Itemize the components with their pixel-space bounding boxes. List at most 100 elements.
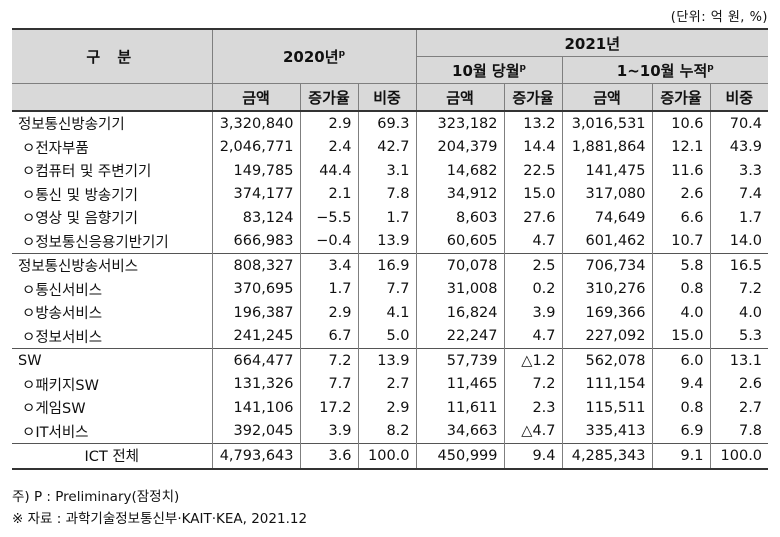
cell-value: 9.4 [503, 443, 563, 469]
header-growth: 증가율 [503, 83, 563, 112]
cell-value: 0.2 [503, 277, 563, 301]
cell-value: 2.4 [299, 135, 358, 159]
cell-value: 11.6 [651, 159, 711, 183]
cell-value: 4.1 [357, 301, 417, 325]
cell-value: 3,320,840 [211, 111, 300, 136]
cell-value: 3.4 [299, 253, 358, 278]
header-amount: 금액 [211, 83, 301, 112]
cell-value: 317,080 [561, 182, 653, 206]
cell-value: 664,477 [211, 348, 300, 373]
cell-value: 4.0 [709, 301, 769, 325]
cell-value: 11,465 [415, 372, 505, 396]
header-cumulative: 1~10월 누적p [561, 56, 769, 84]
cell-value: 70.4 [709, 111, 769, 136]
cell-value: 13.1 [709, 348, 769, 373]
cell-value: 14.0 [709, 229, 769, 254]
cell-value: 2.9 [357, 396, 417, 420]
cell-value: 7.8 [357, 182, 417, 206]
cell-value: 5.8 [651, 253, 711, 278]
cell-value: 7.2 [503, 372, 563, 396]
cell-value: 241,245 [211, 324, 300, 349]
cell-value: △4.7 [503, 419, 563, 444]
cell-value: 14,682 [415, 159, 505, 183]
cell-value: 3.9 [299, 419, 358, 444]
table-row: ㅇ컴퓨터 및 주변기기 149,785 44.4 3.1 14,682 22.5 141,4… [12, 159, 769, 183]
cell-value: 6.0 [651, 348, 711, 373]
cell-value: 169,366 [561, 301, 653, 325]
unit-note: (단위: 억 원, %) [670, 10, 768, 25]
header-amount: 금액 [561, 83, 653, 112]
cell-value: 392,045 [211, 419, 300, 444]
cell-value: 141,475 [561, 159, 653, 183]
cell-value: 0.8 [651, 396, 711, 420]
cell-value: 2.6 [709, 372, 769, 396]
cell-value: 1.7 [357, 206, 417, 230]
cell-value: 6.7 [299, 324, 358, 349]
header-growth: 증가율 [651, 83, 711, 112]
table-header: 구 분 2020년p 2021년 10월 당월p 1~10월 누적p 금액 증가… [12, 28, 769, 112]
cell-value: 15.0 [651, 324, 711, 349]
table-row: ㅇ정보통신응용기반기기 666,983 −0.4 13.9 60,605 4.7 601,4… [12, 229, 769, 254]
cell-value: 83,124 [211, 206, 300, 230]
row-label: ㅇ영상 및 음향기기 [22, 211, 138, 228]
cell-value: 808,327 [211, 253, 300, 278]
cell-value: 6.9 [651, 419, 711, 444]
cell-value: 149,785 [211, 159, 300, 183]
cell-value: 2.5 [503, 253, 563, 278]
cell-value: 323,182 [415, 111, 505, 136]
row-label: ㅇIT서비스 [22, 424, 89, 441]
cell-value: 2.9 [299, 111, 358, 136]
row-label: ㅇ방송서비스 [22, 306, 103, 323]
cell-value: 6.6 [651, 206, 711, 230]
cell-value: 60,605 [415, 229, 505, 254]
table-body: 정보통신방송기기 3,320,840 2.9 69.3 323,182 13.2 3,016… [12, 111, 769, 469]
cell-value: 4,285,343 [561, 443, 653, 469]
cell-value: −0.4 [299, 229, 358, 254]
cell-value: 2.7 [357, 372, 417, 396]
cell-value: 7.2 [709, 277, 769, 301]
header-category: 구 분 [12, 28, 213, 84]
table-row: ㅇ통신 및 방송기기 374,177 2.1 7.8 34,912 15.0 317,080… [12, 182, 769, 206]
cell-value: 3.1 [357, 159, 417, 183]
cell-value: 706,734 [561, 253, 653, 278]
cell-value: 7.4 [709, 182, 769, 206]
cell-value: 43.9 [709, 135, 769, 159]
cell-value: 131,326 [211, 372, 300, 396]
cell-value: 44.4 [299, 159, 358, 183]
cell-value: 7.7 [299, 372, 358, 396]
cell-value: 7.2 [299, 348, 358, 373]
cell-value: 374,177 [211, 182, 300, 206]
cell-value: 100.0 [709, 443, 769, 469]
cell-value: 5.0 [357, 324, 417, 349]
header-2021: 2021년 [415, 28, 769, 57]
table-row: 정보통신방송서비스 808,327 3.4 16.9 70,078 2.5 706,734 5… [12, 253, 769, 278]
cell-value: 34,663 [415, 419, 505, 444]
cell-value: 450,999 [415, 443, 505, 469]
cell-value: −5.5 [299, 206, 358, 230]
header-blank [12, 83, 213, 112]
cell-value: 14.4 [503, 135, 563, 159]
cell-value: 3.9 [503, 301, 563, 325]
cell-value: 335,413 [561, 419, 653, 444]
table-row: ㅇ정보서비스 241,245 6.7 5.0 22,247 4.7 227,092 15.0 5… [12, 324, 769, 349]
footnote-source: ※ 자료 : 과학기술정보통신부·KAIT·KEA, 2021.12 [12, 511, 308, 527]
table-row: SW 664,477 7.2 13.9 57,739 △1.2 562,078 6.0 13.1 [12, 348, 769, 373]
cell-value: 5.3 [709, 324, 769, 349]
cell-value: 16.5 [709, 253, 769, 278]
table-row: ㅇ전자부품 2,046,771 2.4 42.7 204,379 14.4 1,881,86… [12, 135, 769, 159]
table-row: ㅇ영상 및 음향기기 83,124 −5.5 1.7 8,603 27.6 74,649 6.… [12, 206, 769, 230]
row-label: ㅇ패키지SW [22, 377, 99, 394]
header-amount: 금액 [415, 83, 505, 112]
cell-value: 70,078 [415, 253, 505, 278]
header-share: 비중 [709, 83, 769, 112]
table-row: ㅇIT서비스 392,045 3.9 8.2 34,663 △4.7 335,413 6.9 7… [12, 419, 769, 444]
cell-value: 1,881,864 [561, 135, 653, 159]
cell-value: 111,154 [561, 372, 653, 396]
cell-value: 4,793,643 [211, 443, 300, 469]
cell-value: 22,247 [415, 324, 505, 349]
cell-value: 3,016,531 [561, 111, 653, 136]
cell-value: 2,046,771 [211, 135, 300, 159]
row-label: ㅇ게임SW [22, 401, 86, 418]
cell-value: 2.7 [709, 396, 769, 420]
table-row: ㅇ통신서비스 370,695 1.7 7.7 31,008 0.2 310,276 0.8 7.… [12, 277, 769, 301]
